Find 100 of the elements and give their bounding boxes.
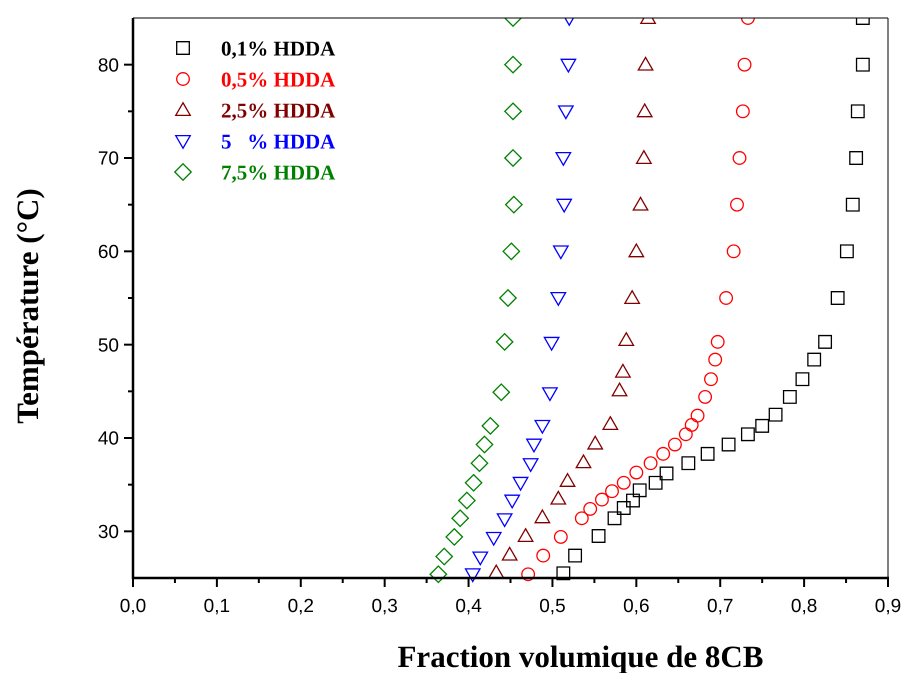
point [684,418,699,432]
point [542,387,558,402]
point [681,456,696,470]
legend-label: 0,5% HDDA [221,67,336,92]
point [496,513,513,528]
point [560,58,576,73]
point [736,104,750,118]
point [552,245,569,260]
point [608,511,622,526]
point [629,466,644,480]
point [628,243,644,258]
point [656,446,670,461]
y-tick-label: 40 [98,428,119,450]
point [534,509,550,524]
y-tick-label: 70 [98,148,119,170]
point [616,501,631,515]
point [560,473,576,487]
x-tick-label: 0,9 [874,596,902,617]
point [678,427,693,442]
point [782,390,797,404]
point [690,408,705,423]
legend-label: 2,5% HDDA [221,98,336,122]
point [618,332,634,346]
point [850,104,865,118]
x-tick-label: 0,6 [623,596,650,617]
point [636,150,652,164]
point [502,546,518,561]
point [521,567,536,582]
x-tick-label: 0,2 [288,596,314,617]
point [592,529,606,543]
point [726,244,741,258]
point [576,454,592,468]
point [544,336,560,351]
point [587,436,604,450]
point [644,456,658,470]
point [518,528,534,542]
point [550,292,566,306]
x-tick-label: 0,7 [707,596,734,617]
y-axis-title: Température (°C) [10,188,45,424]
legend-label: 5 % HDDA [221,129,336,154]
point [638,56,654,71]
point [550,490,566,505]
point [615,364,631,378]
point [636,103,653,118]
x-tick-label: 0,1 [204,596,230,617]
point [632,483,647,498]
point [730,198,744,212]
point [472,551,488,566]
point [602,416,618,430]
point [807,352,822,367]
point [648,476,663,490]
point [492,383,510,402]
point [755,418,770,433]
point [616,476,631,490]
point [738,58,752,72]
point [768,408,783,422]
point [708,352,722,367]
point [504,102,522,120]
point [660,466,674,480]
point [556,566,570,580]
x-tick-label: 0,8 [790,596,818,617]
point [505,196,523,214]
y-tick-label: 50 [98,335,119,356]
point [470,454,488,472]
point [668,438,682,452]
legend-label: 0,1% HDDA [221,36,336,60]
point [555,152,572,166]
point [795,372,810,386]
point [594,492,609,507]
point [830,291,845,305]
point [626,494,640,508]
x-tick-label: 0,0 [120,596,146,617]
y-tick-label: 60 [98,242,119,263]
legend-label: 7,5% HDDA [221,160,336,184]
point [583,502,598,516]
point [558,105,574,120]
point [840,244,854,258]
point [476,436,494,454]
point [732,151,746,165]
point [704,372,718,386]
x-tick-label: 0,5 [539,596,566,617]
point [522,458,539,472]
point [710,334,725,349]
point [612,382,628,396]
point [719,291,734,305]
point [502,242,520,260]
point [464,474,482,492]
point [526,438,542,452]
point [464,568,481,582]
point [499,289,517,307]
point [856,58,870,72]
x-tick-label: 0,4 [455,596,482,617]
point [534,420,550,434]
point [818,334,832,349]
point [700,446,715,461]
point [445,528,464,546]
point [624,290,640,304]
point [849,151,864,165]
point [486,532,502,546]
point [458,492,476,510]
